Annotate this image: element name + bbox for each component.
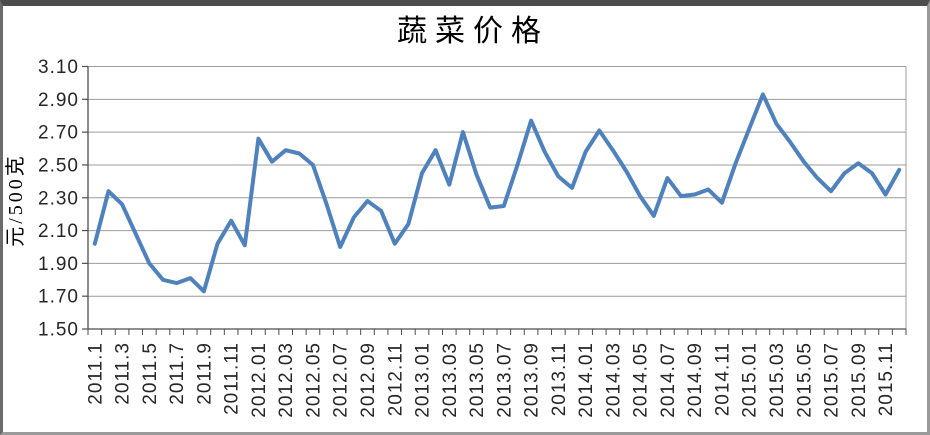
- x-tick-label: 2011.1: [85, 342, 106, 405]
- x-tick-label: 2013.09: [522, 342, 543, 418]
- y-axis-title: 元/500克: [4, 153, 27, 247]
- x-tick-label: 2013.11: [549, 342, 570, 416]
- y-tick-label: 3.10: [38, 57, 79, 78]
- y-tick-label: 1.50: [38, 320, 79, 341]
- x-tick-label: 2015.03: [767, 342, 788, 418]
- x-tick-label: 2015.07: [822, 342, 843, 418]
- x-tick-label: 2015.09: [849, 342, 870, 418]
- price-line: [92, 92, 902, 294]
- x-tick-label: 2011.7: [167, 342, 188, 405]
- x-tick-label: 2011.3: [113, 342, 134, 405]
- x-tick-label: 2014.05: [631, 342, 652, 418]
- x-tick-label: 2013.01: [413, 342, 434, 418]
- line-plot: 2011.1 2011.3 2011.5 2011.7 2011.9 2011.11 201…: [4, 15, 907, 418]
- x-tick-label: 2014.01: [576, 342, 597, 418]
- x-tick-label: 2012.07: [331, 342, 352, 418]
- x-tick-label: 2012.11: [385, 342, 406, 416]
- y-tick-label: 2.50: [38, 155, 79, 176]
- y-tick-label: 2.70: [38, 123, 79, 144]
- gridlines: [88, 66, 907, 329]
- x-tick-label: 2015.01: [740, 342, 761, 418]
- x-axis-labels: 2011.1 2011.3 2011.5 2011.7 2011.9 2011.11 201…: [85, 342, 897, 418]
- x-tick-label: 2012.09: [358, 342, 379, 418]
- x-tick-label: 2014.11: [712, 342, 733, 416]
- x-tick-label: 2015.05: [794, 342, 815, 418]
- x-tick-label: 2012.03: [276, 342, 297, 418]
- y-tick-label: 1.90: [38, 254, 79, 275]
- x-tick-label: 2013.03: [440, 342, 461, 418]
- y-tick-label: 2.10: [38, 221, 79, 242]
- x-tick-label: 2013.07: [494, 342, 515, 418]
- y-tick-label: 2.30: [38, 188, 79, 209]
- x-tick-label: 2014.09: [685, 342, 706, 418]
- x-tick-label: 2011.11: [222, 342, 243, 415]
- chart-title: 蔬菜价格: [397, 15, 549, 48]
- y-tick-label: 1.70: [38, 287, 79, 308]
- x-tick-label: 2015.11: [876, 342, 897, 416]
- x-tick-label: 2013.05: [467, 342, 488, 418]
- x-tick-label: 2014.07: [658, 342, 679, 418]
- x-tick-label: 2014.03: [603, 342, 624, 418]
- x-tick-label: 2012.05: [303, 342, 324, 418]
- x-tick-label: 2011.5: [140, 342, 161, 405]
- y-axis-labels: 3.10 2.90 2.70 2.50 2.30 2.10 1.90 1.70 1.50: [38, 57, 79, 341]
- y-tick-label: 2.90: [38, 90, 79, 111]
- axes: [82, 65, 907, 335]
- series-layer: [92, 92, 902, 294]
- x-tick-label: 2012.01: [249, 342, 270, 418]
- x-tick-label: 2011.9: [194, 342, 215, 405]
